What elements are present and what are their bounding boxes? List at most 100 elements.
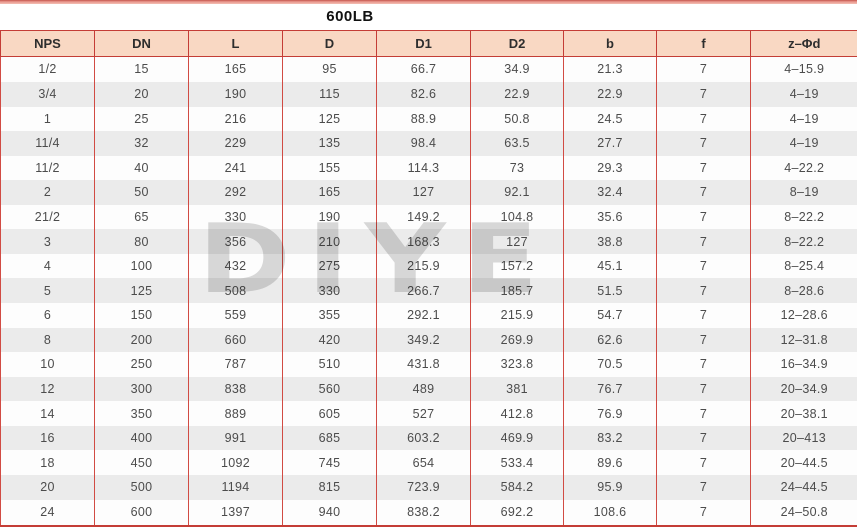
cell-d2: 323.8 [470,352,564,377]
cell-l: 660 [188,327,283,353]
cell-d2: 469.9 [470,425,564,451]
cell-d2: 127 [470,229,564,254]
column-header-f: f [656,30,751,57]
cell-b: 35.6 [563,204,657,230]
column-header-nps: NPS [0,30,95,57]
cell-z-d: 24–50.8 [750,499,857,527]
column-header-b: b [563,30,657,57]
cell-dn: 200 [94,327,189,353]
cell-z-d: 8–28.6 [750,278,857,303]
cell-b: 24.5 [563,106,657,132]
cell-d1: 431.8 [376,352,471,377]
table-row: 1/2 15 165 95 66.7 34.9 21.3 7 4–15.9 [0,56,857,82]
column-header-d2: D2 [470,30,564,57]
cell-f: 7 [656,56,751,82]
cell-z-d: 4–19 [750,81,857,107]
cell-f: 7 [656,155,751,181]
cell-b: 21.3 [563,56,657,82]
cell-z-d: 4–15.9 [750,56,857,82]
cell-dn: 450 [94,450,189,475]
cell-d: 155 [282,155,377,181]
cell-d1: 98.4 [376,131,471,156]
cell-d2: 412.8 [470,401,564,426]
cell-d1: 292.1 [376,303,471,328]
cell-d1: 215.9 [376,253,471,279]
table-row: 21/2 65 330 190 149.2 104.8 35.6 7 8–22.2 [0,204,857,230]
table-row: 3/4 20 190 115 82.6 22.9 22.9 7 4–19 [0,81,857,107]
cell-l: 241 [188,155,283,181]
cell-f: 7 [656,253,751,279]
cell-nps: 1 [0,106,95,132]
cell-l: 292 [188,180,283,205]
table-row: 11/2 40 241 155 114.3 73 29.3 7 4–22.2 [0,155,857,181]
cell-dn: 100 [94,253,189,279]
column-header-l: L [188,30,283,57]
cell-l: 229 [188,131,283,156]
cell-dn: 80 [94,229,189,254]
table-row: 2 50 292 165 127 92.1 32.4 7 8–19 [0,180,857,205]
cell-d: 165 [282,180,377,205]
cell-d: 95 [282,56,377,82]
cell-d1: 654 [376,450,471,475]
cell-d1: 114.3 [376,155,471,181]
cell-nps: 8 [0,327,95,353]
cell-d2: 92.1 [470,180,564,205]
table-row: 14 350 889 605 527 412.8 76.9 7 20–38.1 [0,401,857,426]
cell-f: 7 [656,327,751,353]
cell-z-d: 4–19 [750,106,857,132]
cell-nps: 21/2 [0,204,95,230]
cell-d1: 168.3 [376,229,471,254]
cell-d1: 127 [376,180,471,205]
cell-d2: 584.2 [470,474,564,500]
cell-f: 7 [656,106,751,132]
cell-nps: 10 [0,352,95,377]
cell-nps: 20 [0,474,95,500]
cell-b: 70.5 [563,352,657,377]
cell-dn: 350 [94,401,189,426]
cell-f: 7 [656,229,751,254]
cell-b: 32.4 [563,180,657,205]
cell-dn: 300 [94,376,189,402]
cell-d2: 269.9 [470,327,564,353]
cell-dn: 50 [94,180,189,205]
cell-f: 7 [656,352,751,377]
cell-nps: 6 [0,303,95,328]
cell-d1: 88.9 [376,106,471,132]
cell-b: 27.7 [563,131,657,156]
cell-d: 355 [282,303,377,328]
cell-b: 95.9 [563,474,657,500]
cell-nps: 4 [0,253,95,279]
table-row: 10 250 787 510 431.8 323.8 70.5 7 16–34.9 [0,352,857,377]
cell-d: 125 [282,106,377,132]
cell-d: 560 [282,376,377,402]
cell-f: 7 [656,450,751,475]
cell-d: 940 [282,499,377,527]
column-header-dn: DN [94,30,189,57]
cell-d1: 723.9 [376,474,471,500]
column-header-d: D [282,30,377,57]
cell-d2: 215.9 [470,303,564,328]
cell-z-d: 20–44.5 [750,450,857,475]
cell-d: 815 [282,474,377,500]
cell-l: 356 [188,229,283,254]
cell-dn: 25 [94,106,189,132]
cell-d: 190 [282,204,377,230]
cell-z-d: 12–31.8 [750,327,857,353]
cell-l: 216 [188,106,283,132]
cell-b: 45.1 [563,253,657,279]
cell-f: 7 [656,131,751,156]
cell-z-d: 4–19 [750,131,857,156]
cell-dn: 600 [94,499,189,527]
cell-nps: 11/2 [0,155,95,181]
cell-b: 29.3 [563,155,657,181]
cell-nps: 3 [0,229,95,254]
cell-nps: 3/4 [0,81,95,107]
cell-dn: 500 [94,474,189,500]
cell-nps: 24 [0,499,95,527]
cell-f: 7 [656,303,751,328]
cell-d1: 266.7 [376,278,471,303]
table-row: 11/4 32 229 135 98.4 63.5 27.7 7 4–19 [0,131,857,156]
cell-d1: 149.2 [376,204,471,230]
cell-d2: 50.8 [470,106,564,132]
